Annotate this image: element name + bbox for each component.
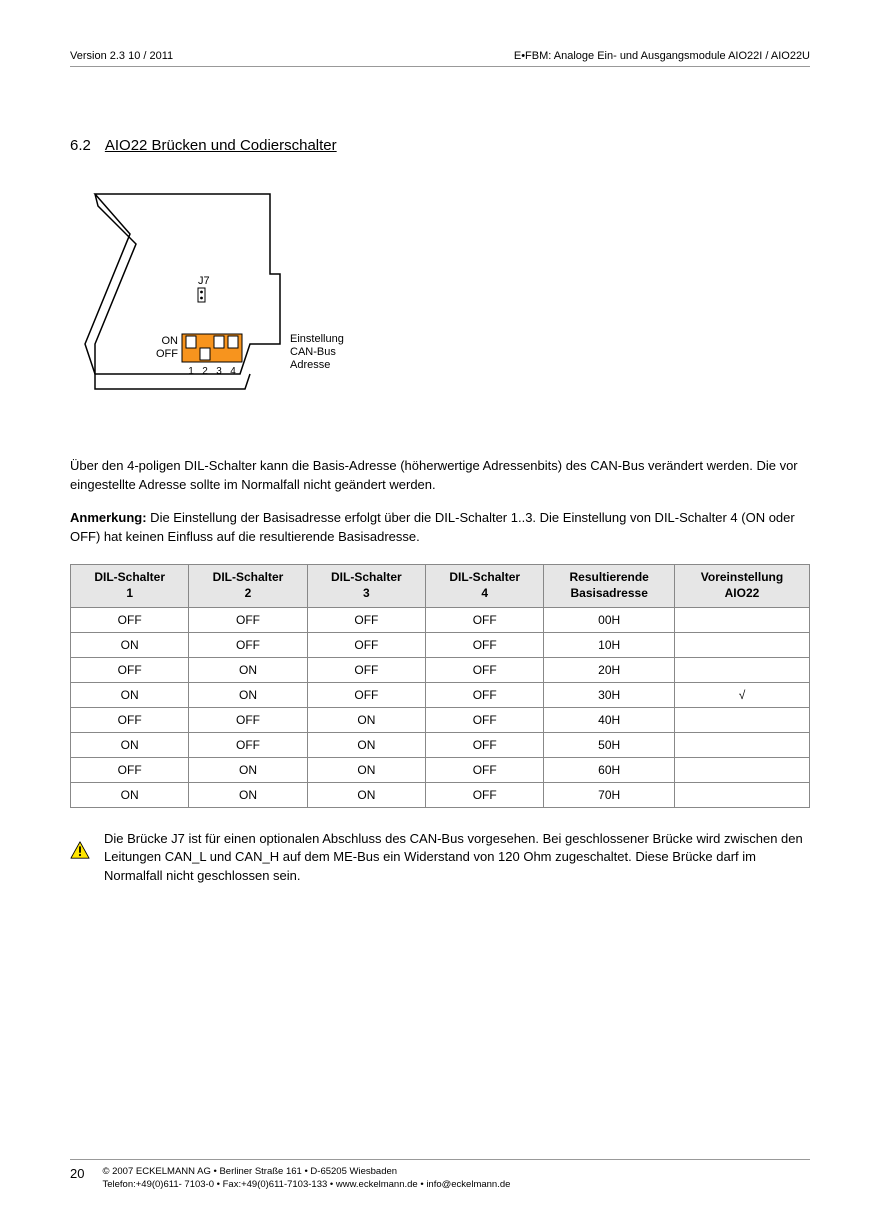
dil-address-table: DIL-Schalter1 DIL-Schalter2 DIL-Schalter… [70,564,810,807]
table-row: OFFOFFOFFOFF00H [71,607,810,632]
note-text: Die Einstellung der Basisadresse erfolgt… [70,510,795,544]
page-header: Version 2.3 10 / 2011 E•FBM: Analoge Ein… [70,50,810,67]
off-label: OFF [156,348,178,360]
table-cell: OFF [426,732,544,757]
table-cell: ON [307,757,425,782]
table-cell: OFF [307,607,425,632]
header-left: Version 2.3 10 / 2011 [70,50,173,62]
diagram-caption-3: Adresse [290,359,330,371]
table-row: ONONOFFOFF30H√ [71,682,810,707]
dip-num-4: 4 [230,366,236,377]
table-cell: OFF [426,657,544,682]
diagram-caption-1: Einstellung [290,333,344,345]
table-cell: ON [189,682,307,707]
page-footer: 20 © 2007 ECKELMANN AG • Berliner Straße… [70,1159,810,1192]
table-cell: OFF [426,782,544,807]
footer-line1: © 2007 ECKELMANN AG • Berliner Straße 16… [102,1166,510,1179]
table-cell [674,632,809,657]
table-cell: ON [71,632,189,657]
section-title: AIO22 Brücken und Codierschalter [105,137,337,154]
table-cell: OFF [307,657,425,682]
table-row: ONOFFOFFOFF10H [71,632,810,657]
table-cell [674,657,809,682]
table-cell: OFF [189,607,307,632]
table-cell: OFF [426,607,544,632]
table-cell: OFF [71,607,189,632]
table-cell: 40H [544,707,675,732]
table-cell: 00H [544,607,675,632]
table-cell: 70H [544,782,675,807]
table-cell [674,757,809,782]
table-cell: OFF [426,682,544,707]
table-cell: OFF [426,707,544,732]
module-diagram: J7 ON OFF 1 2 3 4 Einstellung CAN-Bus [70,184,810,417]
note-label: Anmerkung: [70,510,147,525]
table-cell: OFF [426,632,544,657]
table-row: OFFOFFONOFF40H [71,707,810,732]
table-cell: ON [71,682,189,707]
table-row: OFFONOFFOFF20H [71,657,810,682]
intro-paragraph: Über den 4-poligen DIL-Schalter kann die… [70,457,810,495]
th-default: VoreinstellungAIO22 [674,565,809,607]
table-cell: OFF [71,757,189,782]
section-heading: 6.2 AIO22 Brücken und Codierschalter [70,137,810,154]
section-number: 6.2 [70,137,91,154]
table-row: ONONONOFF70H [71,782,810,807]
dip-num-1: 1 [188,366,194,377]
warning-text: Die Brücke J7 ist für einen optionalen A… [104,830,810,887]
th-dil3: DIL-Schalter3 [307,565,425,607]
table-cell: OFF [189,707,307,732]
table-cell: 30H [544,682,675,707]
table-cell: ON [307,732,425,757]
table-cell [674,707,809,732]
table-row: OFFONONOFF60H [71,757,810,782]
table-cell: ON [71,732,189,757]
dip-num-3: 3 [216,366,222,377]
warning-icon [70,830,90,870]
dip-num-2: 2 [202,366,208,377]
table-cell: OFF [426,757,544,782]
th-dil1: DIL-Schalter1 [71,565,189,607]
table-cell: ON [189,757,307,782]
th-dil4: DIL-Schalter4 [426,565,544,607]
warning-block: Die Brücke J7 ist für einen optionalen A… [70,830,810,887]
header-right: E•FBM: Analoge Ein- und Ausgangsmodule A… [514,50,810,62]
note-paragraph: Anmerkung: Die Einstellung der Basisadre… [70,509,810,547]
table-cell [674,732,809,757]
table-cell [674,782,809,807]
diagram-caption-2: CAN-Bus [290,346,336,358]
table-cell: ON [307,782,425,807]
th-dil2: DIL-Schalter2 [189,565,307,607]
table-cell: 50H [544,732,675,757]
table-cell: ON [71,782,189,807]
table-cell: OFF [189,732,307,757]
table-cell: ON [189,782,307,807]
page-number: 20 [70,1166,84,1181]
table-row: ONOFFONOFF50H [71,732,810,757]
table-cell: OFF [189,632,307,657]
table-cell: OFF [307,682,425,707]
table-cell: OFF [307,632,425,657]
j7-label: J7 [198,275,210,287]
table-cell [674,607,809,632]
th-addr: ResultierendeBasisadresse [544,565,675,607]
table-cell: 20H [544,657,675,682]
table-cell: √ [674,682,809,707]
table-cell: 10H [544,632,675,657]
on-label: ON [162,335,179,347]
table-cell: OFF [71,707,189,732]
table-cell: ON [189,657,307,682]
table-cell: OFF [71,657,189,682]
table-cell: 60H [544,757,675,782]
footer-line2: Telefon:+49(0)611- 7103-0 • Fax:+49(0)61… [102,1179,510,1192]
table-cell: ON [307,707,425,732]
